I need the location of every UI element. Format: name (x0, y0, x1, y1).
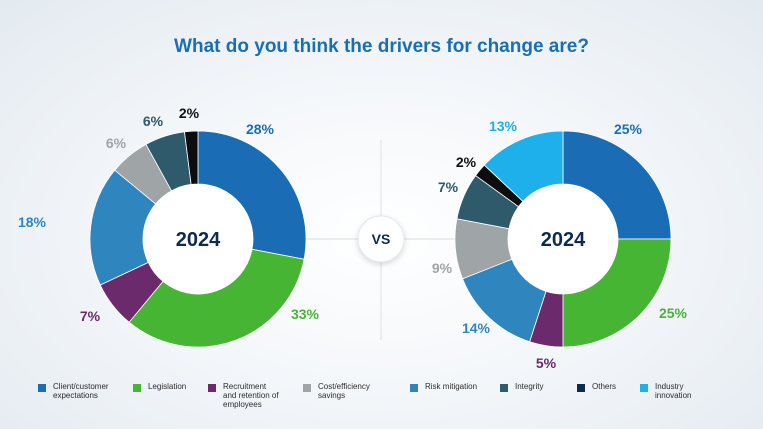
legend-label: Integrity (515, 382, 544, 391)
legend-item: Integrity (500, 382, 543, 392)
legend-item: Client/customer expectations (38, 382, 109, 400)
center-year-label: 2024 (176, 229, 221, 251)
legend-item: Risk mitigation (410, 382, 477, 392)
legend-item: Others (577, 382, 616, 392)
legend-label: Recruitment and retention of employees (223, 382, 279, 409)
legend-swatch (410, 384, 418, 392)
legend-label: Others (592, 382, 617, 391)
legend-swatch (303, 384, 311, 392)
legend-swatch (500, 384, 508, 392)
legend-swatch (133, 384, 141, 392)
legend-label: Cost/efficiency savings (318, 382, 370, 400)
data-label: 33% (291, 306, 320, 322)
donut-chart-left: 28% 33% 7% 18% 6% 6% 2% 2024 (18, 105, 320, 348)
legend-item: Recruitment and retention of employees (208, 382, 279, 409)
legend-label: Legislation (148, 382, 187, 391)
legend-item: Cost/efficiency savings (303, 382, 370, 400)
data-label: 25% (614, 121, 643, 137)
center-year-label: 2024 (541, 229, 586, 251)
legend-item: Legislation (133, 382, 186, 392)
legend-label: Client/customer expectations (53, 382, 109, 400)
legend-item: Industry innovation (640, 382, 691, 400)
data-label: 25% (659, 305, 688, 321)
data-label: 13% (489, 118, 518, 134)
legend: Client/customer expectations Legislation R… (0, 382, 763, 422)
legend-swatch (577, 384, 585, 392)
donut-hole (143, 184, 253, 294)
vs-label: VS (372, 231, 391, 247)
data-label: 6% (143, 113, 164, 129)
data-label: 2% (179, 105, 200, 121)
donut-chart-right: 25% 25% 5% 14% 9% 7% 2% 13% 2024 (432, 118, 688, 371)
legend-label: Risk mitigation (425, 382, 478, 391)
legend-swatch (208, 384, 216, 392)
data-label: 6% (106, 135, 127, 151)
data-label: 28% (246, 121, 275, 137)
data-label: 2% (456, 154, 477, 170)
data-label: 9% (432, 260, 453, 276)
data-label: 18% (18, 214, 47, 230)
data-label: 5% (536, 355, 557, 371)
data-label: 7% (438, 179, 459, 195)
donut-hole (508, 184, 618, 294)
data-label: 14% (462, 320, 491, 336)
legend-swatch (640, 384, 648, 392)
legend-swatch (38, 384, 46, 392)
chart-title: What do you think the drivers for change… (174, 36, 589, 57)
data-label: 7% (80, 308, 101, 324)
legend-label: Industry innovation (655, 382, 692, 400)
vs-badge: VS (357, 215, 405, 263)
